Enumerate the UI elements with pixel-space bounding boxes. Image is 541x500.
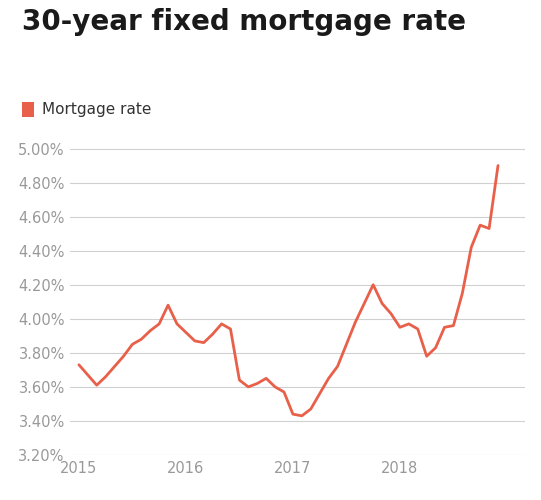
Text: Mortgage rate: Mortgage rate — [42, 102, 151, 117]
Text: 30-year fixed mortgage rate: 30-year fixed mortgage rate — [22, 8, 466, 36]
